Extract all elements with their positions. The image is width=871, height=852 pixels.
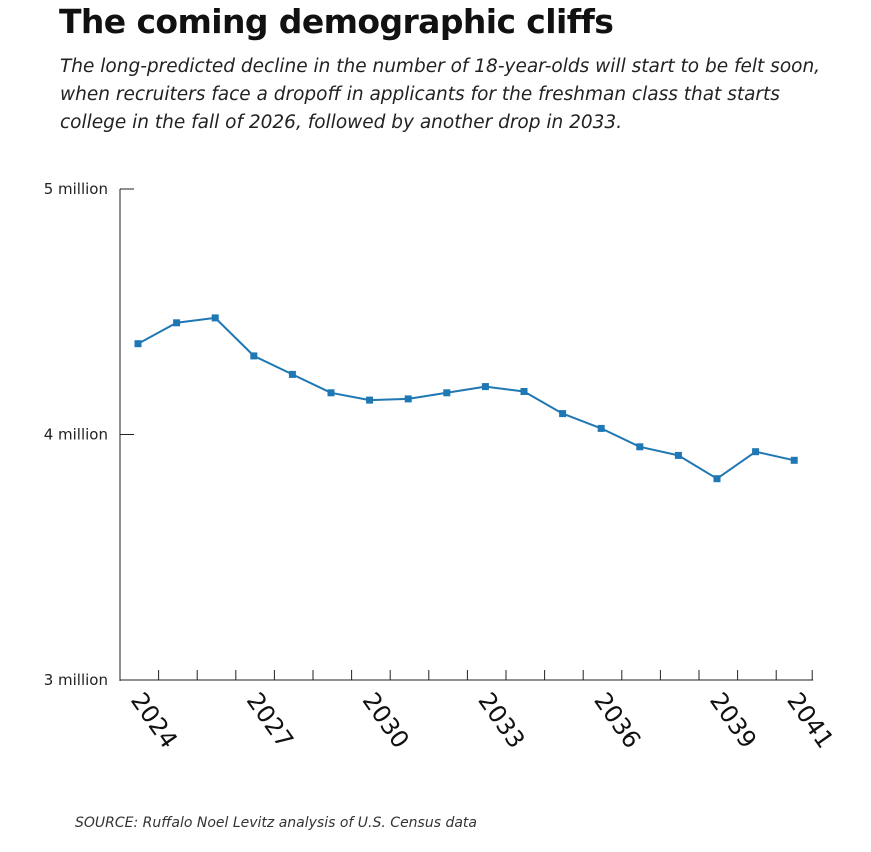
data-point-2040 bbox=[752, 448, 760, 456]
x-tick-label: 2036 bbox=[588, 687, 646, 753]
x-tick-label: 2024 bbox=[125, 687, 183, 753]
x-tick-label: 2039 bbox=[704, 687, 762, 753]
y-tick-label: 4 million bbox=[44, 426, 108, 444]
data-point-2037 bbox=[636, 443, 644, 451]
x-tick-label: 2041 bbox=[781, 687, 839, 753]
data-point-2030 bbox=[366, 396, 374, 404]
x-tick-label: 2033 bbox=[472, 687, 530, 753]
data-point-2026 bbox=[211, 314, 219, 322]
data-point-2025 bbox=[173, 319, 181, 327]
y-tick-label: 5 million bbox=[44, 180, 108, 198]
line-chart: 3 million 4 million 5 million 2024 2027 2030… bbox=[44, 180, 840, 753]
y-axis: 3 million 4 million 5 million bbox=[44, 180, 134, 689]
data-point-2035 bbox=[559, 410, 567, 418]
x-axis: 2024 2027 2030 2033 2036 2039 2041 bbox=[120, 670, 839, 753]
data-point-2024 bbox=[134, 340, 142, 348]
data-point-2029 bbox=[327, 389, 335, 397]
source-note: SOURCE: Ruffalo Noel Levitz analysis of … bbox=[75, 815, 477, 831]
y-tick-label: 3 million bbox=[44, 671, 108, 689]
data-point-2036 bbox=[597, 424, 605, 432]
data-point-2027 bbox=[250, 352, 258, 360]
data-point-2033 bbox=[481, 383, 489, 391]
x-tick-label: 2027 bbox=[241, 687, 299, 753]
data-point-2032 bbox=[443, 389, 451, 397]
x-tick-label: 2030 bbox=[357, 687, 415, 753]
series-line bbox=[137, 316, 795, 480]
data-series bbox=[134, 314, 798, 483]
chart-title: The coming demographic cliffs bbox=[59, 2, 614, 41]
data-point-2031 bbox=[404, 395, 412, 403]
chart-subtitle: The long-predicted decline in the number… bbox=[60, 56, 821, 133]
data-point-2039 bbox=[713, 475, 721, 483]
data-point-2038 bbox=[674, 451, 682, 459]
data-point-2034 bbox=[520, 388, 528, 395]
data-point-2041 bbox=[790, 456, 798, 464]
data-point-2028 bbox=[288, 370, 296, 378]
